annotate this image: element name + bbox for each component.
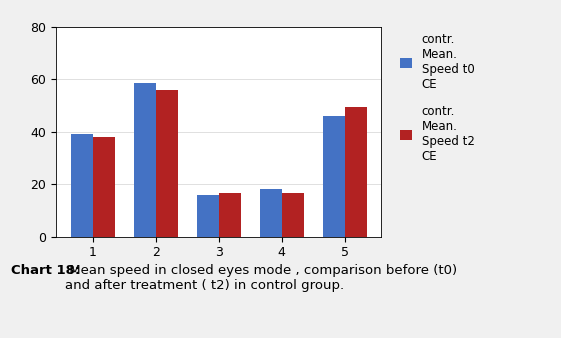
Bar [344, 107, 367, 237]
Text: Chart 18:: Chart 18: [11, 264, 80, 276]
Bar [93, 137, 115, 237]
Bar [282, 193, 304, 237]
Bar [219, 193, 241, 237]
Bar [197, 195, 219, 237]
Legend: contr.
Mean.
Speed t0
CE, contr.
Mean.
Speed t2
CE: contr. Mean. Speed t0 CE, contr. Mean. S… [401, 33, 475, 163]
Text: Mean speed in closed eyes mode , comparison before (t0)
and after treatment ( t2: Mean speed in closed eyes mode , compari… [65, 264, 457, 292]
Bar [156, 90, 178, 237]
Bar [260, 189, 282, 237]
Bar [323, 116, 344, 237]
Bar [134, 83, 156, 237]
Bar [71, 135, 93, 237]
